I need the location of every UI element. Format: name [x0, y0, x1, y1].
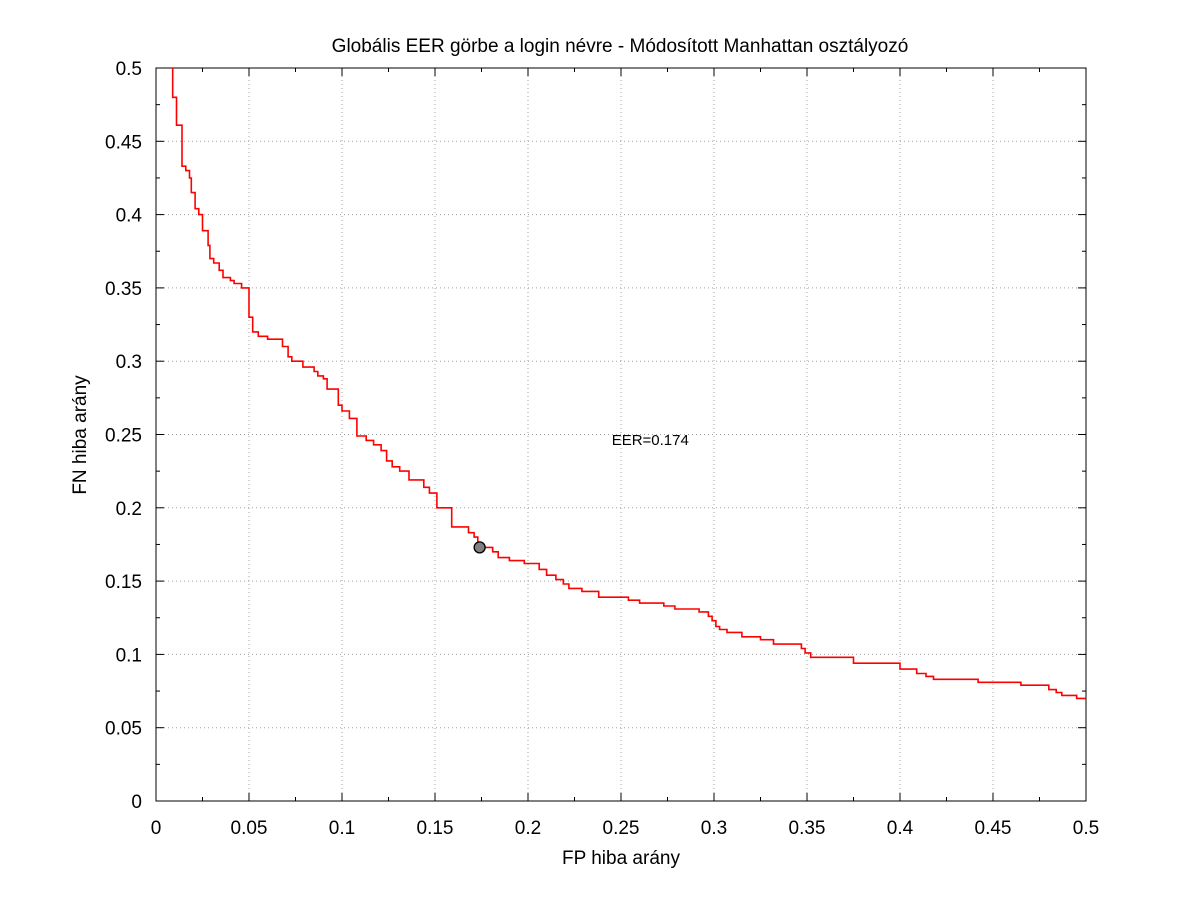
plot-frame — [155, 67, 1087, 802]
x-tick-labels: 0 0.05 0.1 0.15 0.2 0.25 0.3 0.35 0.4 0.45 0.5 — [151, 818, 1100, 839]
x-tick-label: 0.25 — [603, 818, 640, 839]
y-tick-label: 0.45 — [105, 132, 142, 153]
x-tick-label: 0.4 — [887, 818, 914, 839]
y-tick-label: 0.3 — [116, 352, 142, 373]
eer-annotation: EER=0.174 — [612, 432, 689, 449]
chart-title: Globális EER görbe a login névre - Módos… — [332, 36, 909, 57]
x-tick-label: 0.2 — [515, 818, 541, 839]
y-tick-label: 0.5 — [116, 59, 142, 80]
eer-curve-line — [171, 68, 1086, 700]
y-tick-label: 0.15 — [105, 572, 142, 593]
x-tick-label: 0.5 — [1073, 818, 1099, 839]
y-tick-label: 0.35 — [105, 279, 142, 300]
x-tick-label: 0.1 — [329, 818, 355, 839]
x-tick-label: 0.45 — [975, 818, 1012, 839]
x-tick-label: 0.3 — [701, 818, 727, 839]
y-tick-label: 0.2 — [116, 499, 142, 520]
eer-point-marker — [473, 541, 486, 554]
x-tick-label: 0.15 — [417, 818, 454, 839]
y-tick-label: 0.4 — [116, 206, 143, 227]
x-axis-label: FP hiba arány — [562, 848, 680, 869]
y-tick-label: 0.25 — [105, 426, 142, 447]
x-tick-label: 0.35 — [789, 818, 826, 839]
y-tick-labels: 0 0.05 0.1 0.15 0.2 0.25 0.3 0.35 0.4 0.45 0.5 — [105, 59, 142, 813]
y-tick-label: 0 — [131, 792, 142, 813]
x-tick-label: 0 — [151, 818, 162, 839]
y-axis-label: FN hiba arány — [70, 375, 91, 495]
x-tick-label: 0.05 — [231, 818, 268, 839]
grid-lines — [156, 68, 1086, 801]
y-tick-label: 0.05 — [105, 719, 142, 740]
y-tick-label: 0.1 — [116, 645, 142, 666]
